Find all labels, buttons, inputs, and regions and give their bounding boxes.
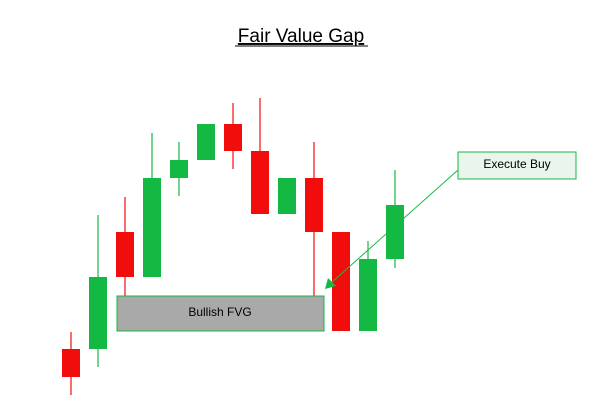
candle (224, 124, 242, 151)
candle (89, 277, 107, 349)
candle (278, 178, 296, 214)
candle (305, 178, 323, 232)
candle (251, 151, 269, 214)
arrow-head (325, 278, 336, 289)
arrow-line (330, 169, 459, 284)
title: Fair Value Gap (238, 26, 364, 47)
candle (62, 349, 80, 377)
candle (170, 160, 188, 178)
fvg-box (116, 295, 325, 332)
action-label: Execute Buy (483, 157, 550, 171)
candle (197, 124, 215, 160)
candle (386, 205, 404, 259)
candle (116, 232, 134, 277)
candle (332, 232, 350, 331)
candle (143, 178, 161, 277)
fvg-label: Bullish FVG (188, 305, 251, 319)
action-box (457, 151, 577, 180)
candles (62, 98, 404, 395)
candle (359, 259, 377, 331)
